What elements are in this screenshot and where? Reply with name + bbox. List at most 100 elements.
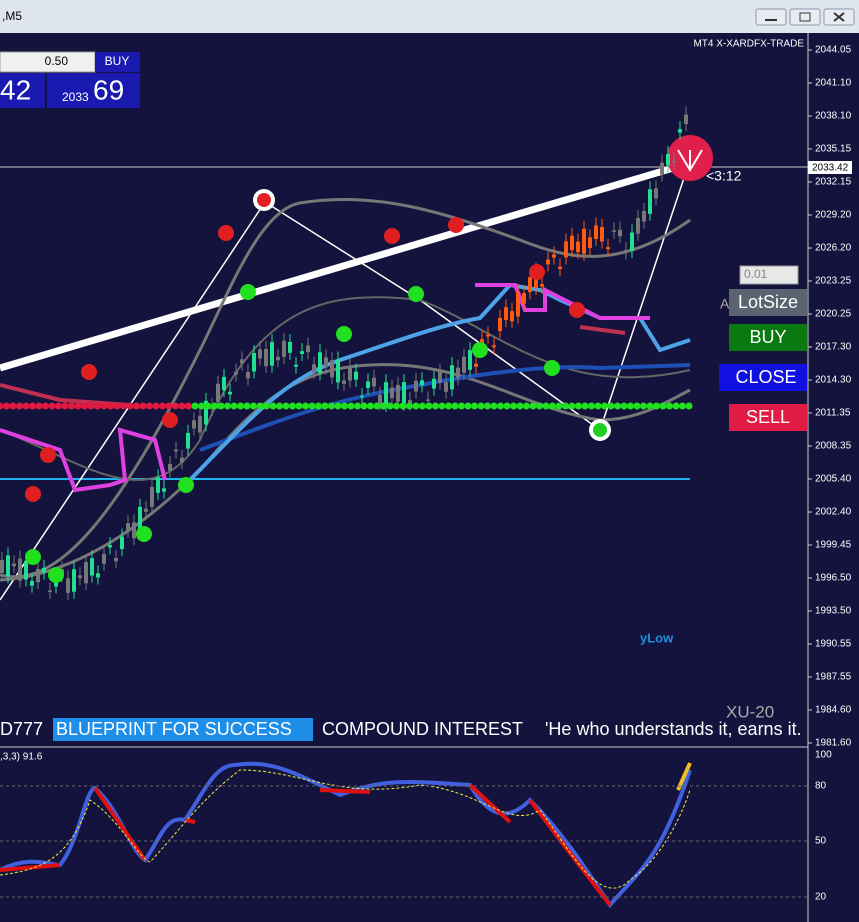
candle-body <box>150 486 154 507</box>
signal-dot <box>42 402 49 410</box>
signal-dot <box>341 402 348 410</box>
trade-buy-button[interactable] <box>95 52 140 72</box>
candle-body <box>42 567 46 573</box>
signal-dot <box>679 402 686 410</box>
signal-dot <box>61 402 69 410</box>
candle-body <box>30 580 34 586</box>
trade-buy-label[interactable]: BUY <box>105 54 130 68</box>
signal-dot <box>211 402 218 410</box>
buy-label[interactable]: BUY <box>749 327 786 347</box>
lot-size-button[interactable] <box>729 289 807 316</box>
signal-dot <box>165 402 173 410</box>
signal-dot <box>308 402 316 410</box>
signal-dot <box>510 402 517 410</box>
candle-body <box>90 558 94 576</box>
signal-dot <box>354 402 361 410</box>
signal-dot <box>198 402 205 410</box>
ticker-item: D777 <box>0 719 43 739</box>
ask-price: 69 <box>93 74 124 105</box>
signal-dot <box>633 402 641 410</box>
lot-size-value[interactable]: 0.01 <box>744 267 768 281</box>
candle-body <box>486 334 490 337</box>
candle-body <box>264 348 268 367</box>
signal-dot <box>484 402 491 410</box>
candle-body <box>576 241 580 253</box>
signal-marker <box>448 217 464 233</box>
signal-dot <box>217 402 225 410</box>
signal-dot <box>237 402 244 410</box>
candle-body <box>282 340 286 357</box>
candle-body <box>684 114 688 125</box>
price-label: 1996.50 <box>815 573 852 584</box>
indicator-lines <box>0 761 692 909</box>
ask-prefix: 2033 <box>62 90 89 104</box>
candle-body <box>522 293 526 304</box>
candle-body <box>462 356 466 373</box>
sell-label[interactable]: SELL <box>746 407 790 427</box>
candle-body <box>252 353 256 372</box>
candle-body <box>246 372 250 379</box>
price-label: 2023.25 <box>815 276 852 287</box>
bid-price: 42 <box>0 74 31 105</box>
chart-drawing <box>0 106 808 601</box>
trade-panel: 0.50 BUY 42 2033 69 <box>0 51 140 108</box>
candle-body <box>678 129 682 133</box>
signal-marker <box>81 364 97 380</box>
signal-marker <box>336 326 352 342</box>
signal-dot <box>302 402 309 410</box>
candle-body <box>402 382 406 404</box>
candle-body <box>342 380 346 384</box>
sell-button[interactable] <box>729 404 807 431</box>
signal-dot <box>471 402 478 410</box>
candle-body <box>294 364 298 367</box>
price-label: 1984.60 <box>815 705 852 716</box>
lot-size-label[interactable]: LotSize <box>738 292 798 312</box>
signal-dot <box>256 402 264 410</box>
signal-dot <box>432 402 439 410</box>
signal-dot <box>477 402 485 410</box>
candle-body <box>528 277 532 293</box>
candle-body <box>132 522 136 539</box>
candle-body <box>588 237 592 248</box>
close-button[interactable] <box>719 364 807 391</box>
candle-body <box>78 575 82 579</box>
window-controls[interactable] <box>755 8 855 26</box>
candle-body <box>186 432 190 449</box>
lot-size-input[interactable] <box>739 265 799 285</box>
candle-body <box>498 317 502 331</box>
candle-body <box>234 371 238 375</box>
signal-dot <box>419 402 426 410</box>
candle-body <box>240 359 244 364</box>
candle-body <box>384 382 388 405</box>
window-title: ,M5 <box>2 9 22 23</box>
candle-body <box>12 563 16 567</box>
signal-marker <box>384 228 400 244</box>
candle-body <box>612 230 616 232</box>
signal-marker <box>25 549 41 565</box>
signal-marker <box>48 567 64 583</box>
candle-body <box>138 506 142 531</box>
close-label[interactable]: CLOSE <box>735 367 796 387</box>
candle-body <box>468 350 472 370</box>
price-label: 2008.35 <box>815 441 852 452</box>
candle-body <box>408 400 412 404</box>
lot-input[interactable]: 0.50 <box>45 54 69 68</box>
candle-body <box>312 364 316 373</box>
signal-dot <box>3 402 10 410</box>
price-label: 2044.05 <box>815 45 852 56</box>
price-label: 2026.20 <box>815 243 852 254</box>
candle-body <box>24 560 28 580</box>
signal-dot <box>529 402 537 410</box>
price-label: 1981.60 <box>815 738 852 749</box>
current-price: 2033.42 <box>812 163 849 174</box>
signal-dot <box>640 402 647 410</box>
signal-dot <box>243 402 251 410</box>
buy-button[interactable] <box>729 324 807 351</box>
signal-dot <box>588 402 595 410</box>
signal-dot <box>542 402 550 410</box>
price-label: 2038.10 <box>815 111 852 122</box>
indicator-axis-label: 50 <box>815 836 827 847</box>
signal-dot <box>139 402 147 410</box>
indicator-axis-label: 20 <box>815 892 827 903</box>
lot-prefix: A <box>720 296 730 312</box>
